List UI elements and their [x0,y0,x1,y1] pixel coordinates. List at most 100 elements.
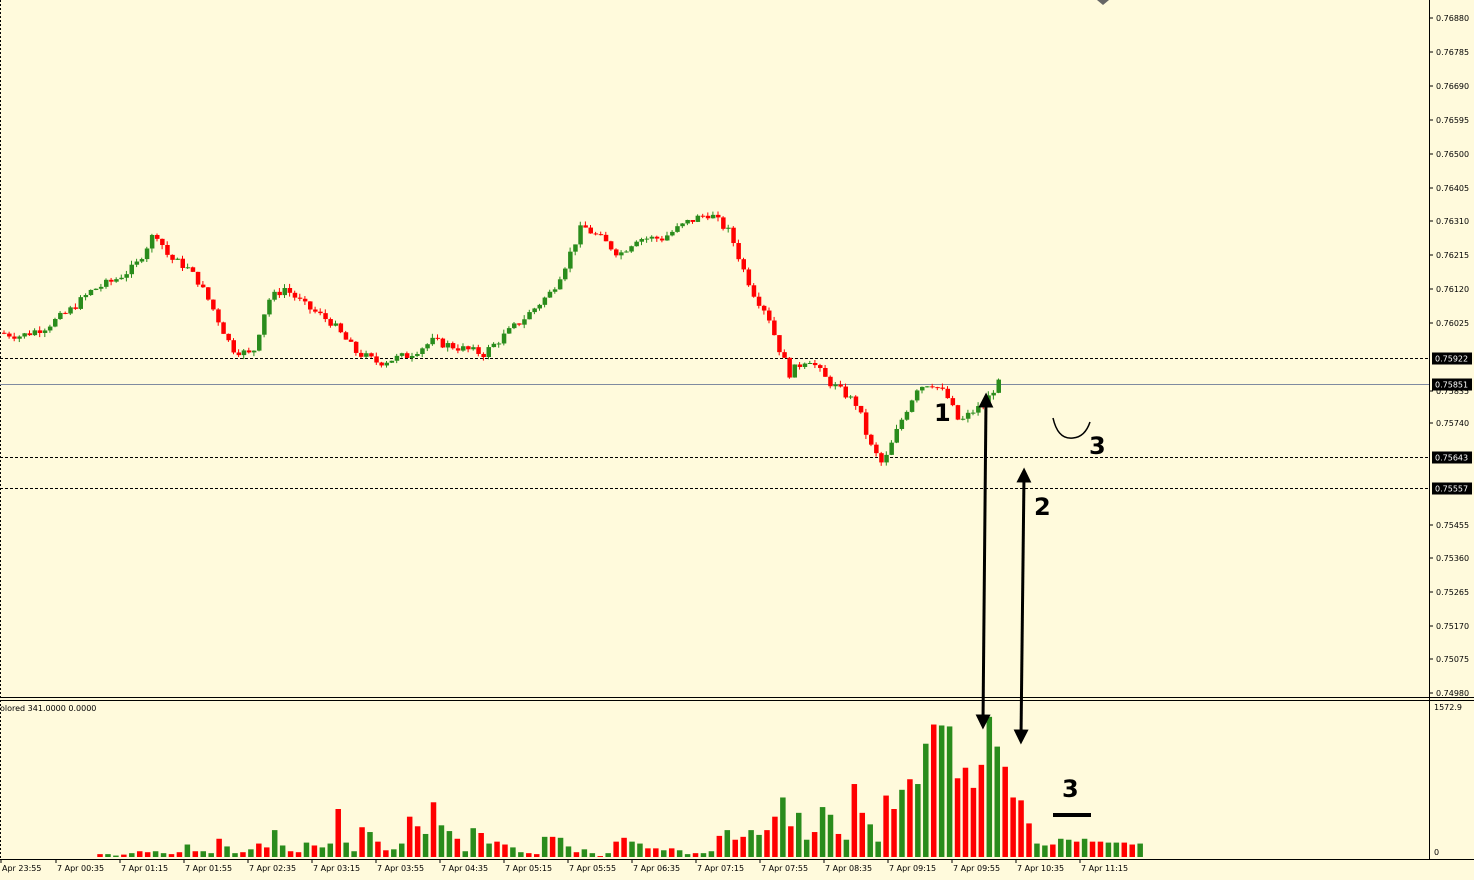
volume-bar [327,843,334,857]
candlestick-series [2,211,1001,466]
candle-body [863,412,869,435]
candle-body [37,330,43,333]
candle-body [950,398,956,406]
candle-body [649,236,655,239]
volume-bar [661,850,667,857]
candle-body [756,296,762,306]
volume-bar [645,848,651,857]
candle-body [705,215,711,219]
volume-bar [692,853,699,857]
time-tick-label: 7 Apr 04:35 [441,864,488,873]
volume-bar [883,795,889,857]
candle-body [501,333,507,344]
volume-bar [756,834,762,857]
volume-bar [399,843,405,857]
volume-bar [684,854,691,857]
candle-body [343,332,349,340]
candle-body [302,298,308,302]
volume-bar [430,802,437,857]
volume-bar [676,850,683,857]
volume-bar [216,838,222,857]
candle-body [527,312,532,320]
candle-body [114,279,119,282]
candle-body [685,219,690,224]
candle-body [858,405,864,413]
volume-bar [1089,841,1096,857]
candle-body [680,223,685,227]
candle-body [461,346,466,351]
volume-bar [1018,800,1024,857]
candle-body [104,279,109,287]
volume-bar [573,852,580,857]
candle-body [262,314,267,335]
price-tick-label: 0.76785 [1436,48,1469,57]
time-tick-label: 7 Apr 03:55 [377,864,424,873]
volume-bar [470,828,476,857]
price-marker[interactable] [1432,482,1472,495]
volume-bar [986,716,993,857]
price-tick-label: 0.76215 [1436,251,1469,260]
candle-body [241,350,247,356]
volume-bar [129,853,135,857]
candle-body [425,344,430,349]
candle-body [246,350,252,353]
price-marker[interactable] [1432,451,1472,464]
time-tick-label: 7 Apr 06:35 [633,864,680,873]
candle-body [899,419,905,429]
candle-body [486,347,491,358]
volume-bar [121,854,127,857]
candle-body [517,323,522,325]
volume-bar [279,845,286,857]
volume-bar [200,851,206,857]
candle-body [818,365,823,368]
volume-bar [938,725,945,857]
candle-body [190,267,196,272]
volume-bar [867,824,873,857]
candle-body [940,387,945,389]
price-marker[interactable] [1432,352,1472,365]
volume-bar [700,853,707,857]
candle-body [802,363,808,367]
candle-body [624,251,629,253]
candle-body [430,337,435,345]
candle-body [971,412,976,414]
candle-body [833,384,838,387]
volume-bar [271,830,278,857]
candle-body [996,379,1001,393]
candle-body [751,285,757,297]
volume-bar [319,847,326,857]
volume-bar [256,843,262,857]
volume-bar [375,841,381,857]
candle-body [568,251,573,269]
candle-body [552,289,558,292]
price-marker[interactable] [1432,378,1472,391]
candle-body [32,330,38,336]
candle-body [884,454,889,463]
candle-body [828,376,833,387]
shift-marker-icon[interactable] [1097,0,1109,5]
volume-bar [446,831,453,857]
candle-body [506,328,512,334]
candle-body [359,352,364,357]
candle-body [257,334,262,351]
candle-body [522,319,527,325]
volume-bar [1010,797,1016,857]
candle-body [272,291,277,300]
candle-body [965,412,971,419]
candle-body [440,338,446,348]
volume-bar [478,832,484,857]
price-tick-label: 0.76690 [1436,82,1469,91]
time-tick-label: 7 Apr 02:35 [249,864,296,873]
candle-body [639,239,644,242]
candle-body [869,434,874,445]
volume-bar [581,849,588,857]
candle-body [812,362,818,366]
candle-body [547,291,553,298]
candle-body [557,279,563,290]
candle-body [563,268,568,280]
price-tick-label: 0.76310 [1436,217,1469,226]
volume-bar [1026,823,1032,857]
price-tick-label: 0.74980 [1436,689,1469,698]
candle-body [578,225,583,245]
